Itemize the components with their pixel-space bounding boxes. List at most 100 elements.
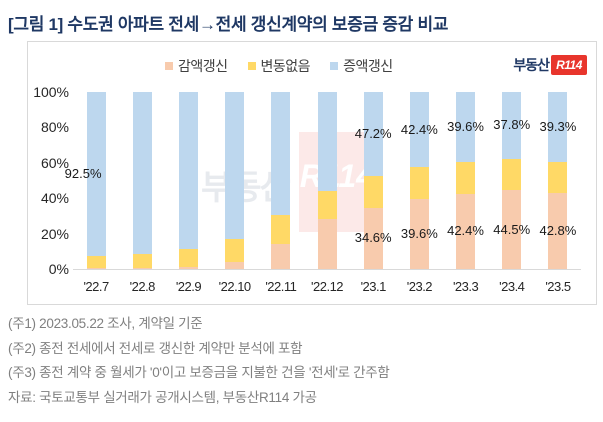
- bar-segment: [317, 191, 337, 220]
- x-axis: '22.7 '22.8 '22.9 '22.10 '22.11 '22.12 '23.1 '2…: [73, 279, 581, 294]
- data-label: 47.2%: [354, 125, 392, 141]
- bar-segment: [178, 92, 198, 249]
- stacked-bar: [456, 92, 476, 269]
- legend-label: 감액갱신: [178, 58, 228, 74]
- bar-segment: [317, 92, 337, 192]
- legend-label: 증액갱신: [343, 58, 393, 74]
- increase-swatch-icon: [330, 62, 339, 70]
- bar-segment: [502, 92, 522, 159]
- bar-series: [73, 92, 581, 269]
- bar-segment: [456, 193, 476, 269]
- stacked-bar: [86, 92, 106, 269]
- r114-logo-text: 부동산: [513, 57, 550, 73]
- bar-segment: [502, 158, 522, 191]
- plot-area: 0% 20% 40% 60% 80% 100% 92.5% 47.2% 42.4% 39.6% 3…: [33, 84, 581, 277]
- x-axis-label: '23.1: [360, 279, 387, 294]
- bar-column: [396, 92, 442, 269]
- bar-column: [258, 92, 304, 269]
- data-label: 39.3%: [539, 118, 577, 134]
- bar-segment: [178, 248, 198, 268]
- x-axis-label: '22.9: [175, 279, 202, 294]
- legend-item-decrease: 감액갱신: [165, 56, 228, 76]
- footnote-line: (주2) 종전 전세에서 전세로 갱신한 계약만 분석에 포함: [8, 340, 303, 356]
- bar-segment: [271, 215, 291, 245]
- data-label: 42.4%: [400, 121, 438, 137]
- y-axis-label: 40%: [40, 190, 69, 207]
- bar-column: [304, 92, 350, 269]
- r114-logo: 부동산 R114: [513, 55, 587, 75]
- stacked-bar: [132, 92, 152, 269]
- bar-segment: [548, 193, 568, 269]
- footnote-line: 자료: 국토교통부 실거래가 공개시스템, 부동산R114 가공: [8, 389, 317, 405]
- bar-segment: [363, 207, 383, 269]
- legend-item-nochange: 변동없음: [247, 56, 311, 76]
- y-axis-label: 20%: [40, 225, 69, 242]
- y-axis-label: 100%: [33, 84, 69, 100]
- bar-column: [73, 92, 119, 269]
- nochange-swatch-icon: [247, 62, 256, 70]
- chart-legend: 감액갱신 변동없음 증액갱신: [165, 56, 393, 76]
- r114-logo-badge: R114: [551, 55, 587, 75]
- x-axis-label: '23.2: [406, 279, 433, 294]
- bar-segment: [363, 175, 383, 208]
- stacked-bar: [271, 92, 291, 269]
- bar-segment: [225, 261, 245, 269]
- bar-column: [443, 92, 489, 269]
- bar-segment: [178, 267, 198, 269]
- x-axis-label: '23.3: [452, 279, 479, 294]
- stacked-bar: [409, 92, 429, 269]
- bar-column: [165, 92, 211, 269]
- x-axis-label: '22.10: [218, 279, 252, 294]
- bar-segment: [456, 92, 476, 163]
- decrease-swatch-icon: [165, 62, 173, 70]
- bar-column: [212, 92, 258, 269]
- bar-segment: [548, 92, 568, 162]
- y-axis-label: 60%: [40, 154, 69, 171]
- bar-segment: [317, 219, 337, 269]
- data-label: 34.6%: [354, 230, 392, 246]
- x-axis-label: '22.8: [129, 279, 156, 294]
- bar-segment: [409, 167, 429, 199]
- legend-label: 변동없음: [260, 58, 311, 74]
- legend-item-increase: 증액갱신: [330, 56, 393, 76]
- stacked-bar: [502, 92, 522, 269]
- data-label: 39.6%: [400, 225, 438, 241]
- chart-panel: 감액갱신 변동없음 증액갱신 부동산 R114 부동산 R114 0% 20% 40…: [27, 41, 597, 305]
- stacked-bar: [225, 92, 245, 269]
- bar-segment: [86, 92, 106, 256]
- y-axis-label: 0%: [48, 261, 69, 277]
- data-label: 42.4%: [447, 223, 484, 239]
- bar-segment: [225, 92, 245, 239]
- bar-segment: [409, 92, 429, 168]
- bar-segment: [456, 162, 476, 194]
- x-axis-label: '22.11: [265, 279, 297, 294]
- bar-segment: [363, 92, 383, 176]
- bar-segment: [132, 253, 152, 269]
- data-label: 92.5%: [64, 165, 102, 181]
- x-axis-label: '22.12: [311, 279, 344, 294]
- stacked-bar: [178, 92, 198, 269]
- page-title: [그림 1] 수도권 아파트 전세→전세 갱신계약의 보증금 증감 비교: [8, 15, 449, 34]
- bar-segment: [271, 244, 291, 269]
- bar-segment: [225, 238, 245, 262]
- bar-column: [489, 92, 535, 269]
- stacked-bar: [317, 92, 337, 269]
- bar-segment: [409, 198, 429, 269]
- bar-segment: [502, 190, 522, 269]
- y-axis-label: 80%: [40, 119, 69, 136]
- bar-segment: [132, 92, 152, 254]
- stacked-bar: [548, 92, 568, 269]
- bar-segment: [86, 268, 106, 269]
- stacked-bar: [363, 92, 383, 269]
- footnotes: (주1) 2023.05.22 조사, 계약일 기준 (주2) 종전 전세에서 …: [8, 312, 598, 410]
- x-axis-label: '23.4: [499, 279, 525, 294]
- footnote-line: (주1) 2023.05.22 조사, 계약일 기준: [8, 316, 203, 331]
- y-axis: 0% 20% 40% 60% 80% 100%: [27, 84, 69, 277]
- bar-segment: [271, 92, 291, 216]
- bar-column: [350, 92, 396, 269]
- data-label: 42.8%: [539, 223, 577, 239]
- x-axis-label: '23.5: [545, 279, 571, 294]
- footnote-line: (주3) 종전 계약 중 월세가 '0'이고 보증금을 지불한 건을 '전세'로…: [8, 365, 390, 380]
- bar-segment: [548, 161, 568, 194]
- data-label: 39.6%: [447, 119, 484, 135]
